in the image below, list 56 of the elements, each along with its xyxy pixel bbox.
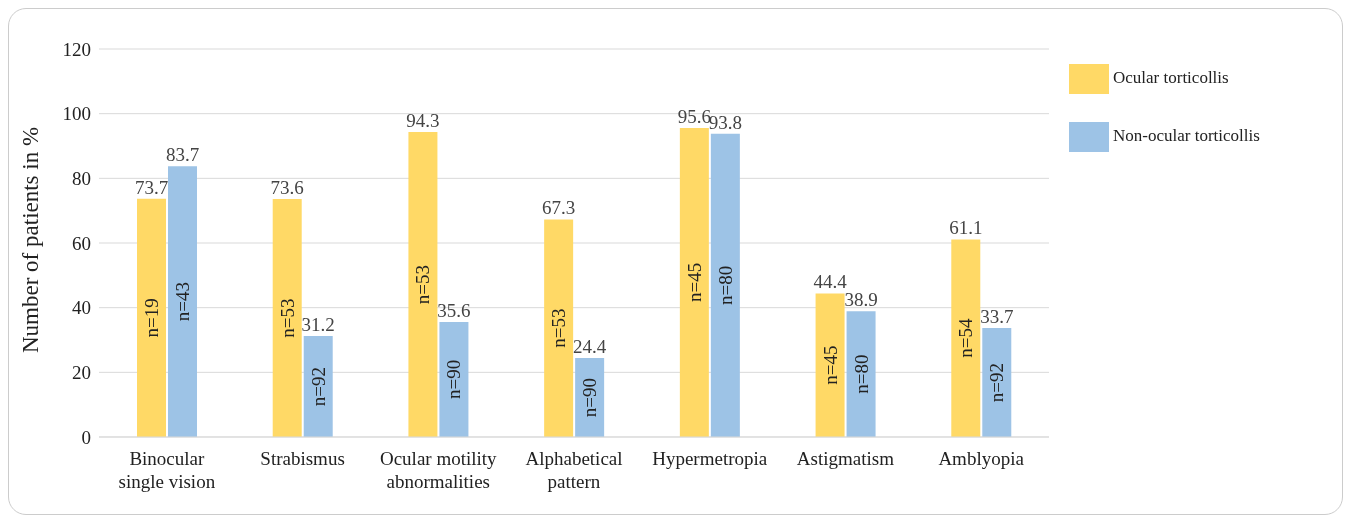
annotation: n=92 (986, 362, 1008, 403)
bar (710, 133, 740, 437)
annotation: n=53 (276, 298, 298, 338)
x-tick-label: Ocular motility abnormalities (379, 448, 498, 492)
data-label: 94.3 (406, 110, 440, 132)
data-label: 33.7 (980, 306, 1014, 328)
data-label: 73.6 (270, 177, 304, 199)
annotation: n=80 (850, 354, 872, 394)
x-tick-label: Hypermetropia (652, 448, 768, 469)
legend-label: Non-ocular torticollis (1113, 126, 1260, 145)
y-tick-label: 100 (62, 103, 91, 125)
annotation: n=45 (683, 262, 705, 303)
x-tick-label: Strabismus (260, 448, 345, 469)
bar (439, 321, 469, 437)
data-label: 61.1 (949, 217, 983, 239)
data-label: 83.7 (165, 144, 200, 166)
data-label: 95.6 (677, 105, 711, 127)
bar (272, 199, 302, 437)
data-label: 24.4 (573, 336, 607, 358)
annotation: n=19 (141, 298, 162, 338)
bar (408, 132, 438, 437)
y-tick-label: 20 (72, 362, 91, 384)
annotation: n=90 (579, 377, 601, 418)
y-axis-title: Number of patients in % (18, 126, 44, 353)
x-tick-label: Binocular single vision (118, 448, 216, 492)
annotation: n=45 (819, 345, 841, 385)
bar (303, 336, 333, 437)
legend-label: Ocular torticollis (1113, 68, 1229, 87)
annotation: n=53 (412, 264, 434, 305)
annotation: n=80 (714, 265, 736, 305)
data-label: 67.3 (542, 197, 576, 219)
annotation: n=90 (443, 359, 465, 400)
bar (815, 293, 845, 437)
y-tick-label: 80 (72, 168, 91, 190)
y-tick-label: 40 (72, 297, 91, 319)
annotation: n=92 (307, 366, 329, 407)
x-tick-label: Amblyopia (938, 448, 1025, 469)
annotation: n=54 (955, 318, 977, 358)
data-label: 31.2 (301, 314, 335, 336)
bar (168, 166, 197, 437)
x-tick-label: Alphabetical pattern (525, 448, 623, 492)
x-tick-label: Astigmatism (796, 448, 895, 469)
annotation: n=53 (548, 308, 570, 348)
y-tick-label: 0 (81, 426, 91, 448)
bar (846, 311, 876, 437)
y-tick-label: 120 (62, 38, 91, 60)
data-label: 35.6 (437, 299, 471, 321)
bar (137, 198, 166, 437)
y-tick-label: 60 (72, 232, 91, 254)
annotation: n=43 (172, 282, 193, 322)
bar (544, 219, 574, 437)
bar (679, 127, 709, 437)
data-label: 73.7 (134, 176, 169, 198)
bar (951, 239, 981, 437)
bar (982, 328, 1012, 437)
bar (575, 358, 605, 437)
